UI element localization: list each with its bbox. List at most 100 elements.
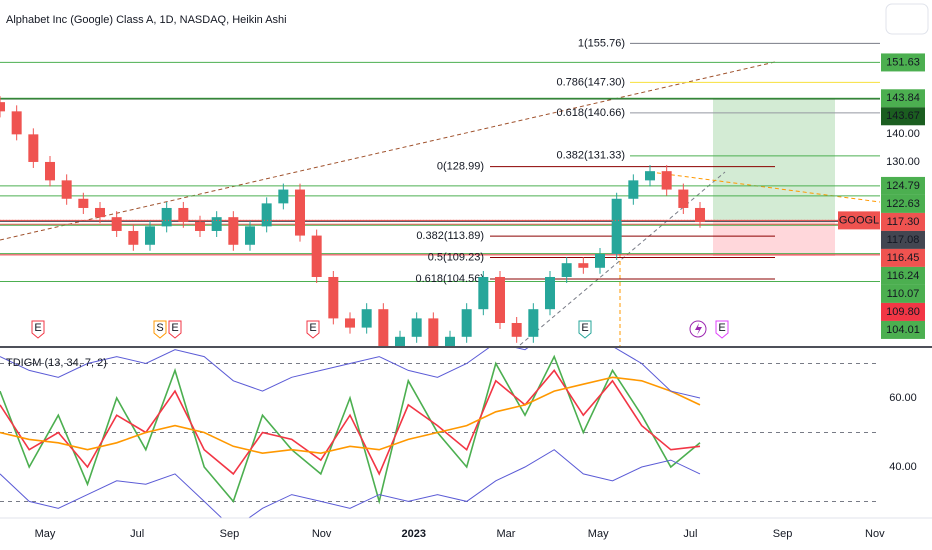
candle-body [428,318,439,346]
price-tag-bg [881,194,925,213]
indicator-title: TDIGM (13, 34, 7, 2) [6,357,107,369]
price-tag: 109.80 [886,306,920,318]
symbol-tag-bg [838,211,880,230]
price-tag-bg [881,248,925,267]
chart-title: Alphabet Inc (Google) Class A, 1D, NASDA… [6,14,287,26]
event-label: E [718,322,725,334]
fib-label: 0.786(147.30) [557,76,626,88]
candle-body [511,322,522,337]
symbol-tag: GOOGL [839,214,879,226]
candle-body [145,226,155,245]
event-label: E [171,322,178,334]
candle-body [178,207,189,222]
candle-body [695,207,705,222]
event-badge [153,320,167,339]
price-tag-bg [881,284,925,303]
candle-body [461,309,472,337]
price-tag: 140.00 [886,128,920,140]
x-tick-label: May [588,528,609,540]
price-tag-bg [881,320,925,339]
price-tag: 116.24 [887,270,920,282]
price-tag: 122.63 [886,198,920,210]
candle-body [345,318,355,328]
price-pane: 1(155.76) 0.786(147.30) 0.618(140.66) 0.382… [0,37,880,346]
x-tick-label: Mar [497,528,516,540]
x-tick-label: Nov [865,528,885,540]
event-label: E [309,322,316,334]
fib-label: 0.5(109.23) [428,251,484,263]
price-tag: 117.30 [887,216,920,228]
indicator-line [0,449,701,518]
candle-body [211,217,222,231]
trend-line [649,171,880,203]
event-label: S [156,322,163,334]
candle-body [128,230,139,245]
event-label: E [34,322,41,334]
candle-body [278,189,289,204]
candle-body [561,263,572,277]
candle-body [578,263,589,268]
price-tag: 104.01 [886,324,920,336]
x-tick-label: 2023 [402,528,426,540]
event-badge [306,320,320,339]
price-tag-bg [881,266,925,285]
trend-line [519,171,726,346]
indicator-line [0,354,701,505]
candle-body [261,203,272,227]
x-tick-label: May [35,528,56,540]
fib-label: 1(155.76) [578,37,625,49]
candle-body [395,336,405,346]
y-tick-label: 60.00 [889,392,917,404]
price-tag-bg [881,53,925,72]
candle-body [611,198,622,254]
price-tag: 143.84 [886,92,920,104]
event-badge [168,320,182,339]
candle-body [545,276,555,310]
fib-label: 0(128.99) [437,161,484,173]
candle-body [645,171,655,181]
candle-body [245,226,255,245]
indicator-line [0,348,701,399]
y-tick-label: 40.00 [889,461,917,473]
candle-body [61,180,72,199]
event-badge [715,320,729,339]
candle-body [161,207,172,227]
candle-body [595,253,605,268]
price-tag-bg [881,176,925,195]
price-tag: 124.79 [886,180,920,192]
price-tag-bg [881,107,925,126]
indicator-line [0,376,701,455]
loss-zone [713,222,835,256]
event-badge [578,320,592,339]
candle-body [11,111,22,135]
price-tag: 116.45 [887,252,920,264]
fib-label: 0.618(104.56) [416,273,485,285]
candle-body [328,276,339,319]
candle-body [478,276,489,310]
profit-zone [713,99,835,222]
price-tag: 151.63 [886,56,920,68]
indicator-line [0,369,701,476]
candle-body [228,217,239,245]
price-tag: 110.07 [887,288,920,300]
candle-body [0,102,5,112]
x-tick-label: Jul [130,528,144,540]
fib-label: 0.382(131.33) [557,150,626,162]
candle-body [628,180,639,199]
candle-body [361,309,372,328]
candle-body [678,189,689,208]
x-tick-label: Sep [220,528,240,540]
candle-body [95,207,105,218]
candle-body [28,134,39,162]
candle-body [528,309,539,337]
x-tick-label: Nov [312,528,332,540]
menu-button[interactable] [885,3,929,35]
price-tag-bg [881,230,925,249]
fib-label: 0.618(140.66) [557,107,626,119]
candle-body [78,198,89,208]
candle-body [195,221,205,231]
indicator-pane [0,348,880,518]
candle-body [311,235,322,277]
